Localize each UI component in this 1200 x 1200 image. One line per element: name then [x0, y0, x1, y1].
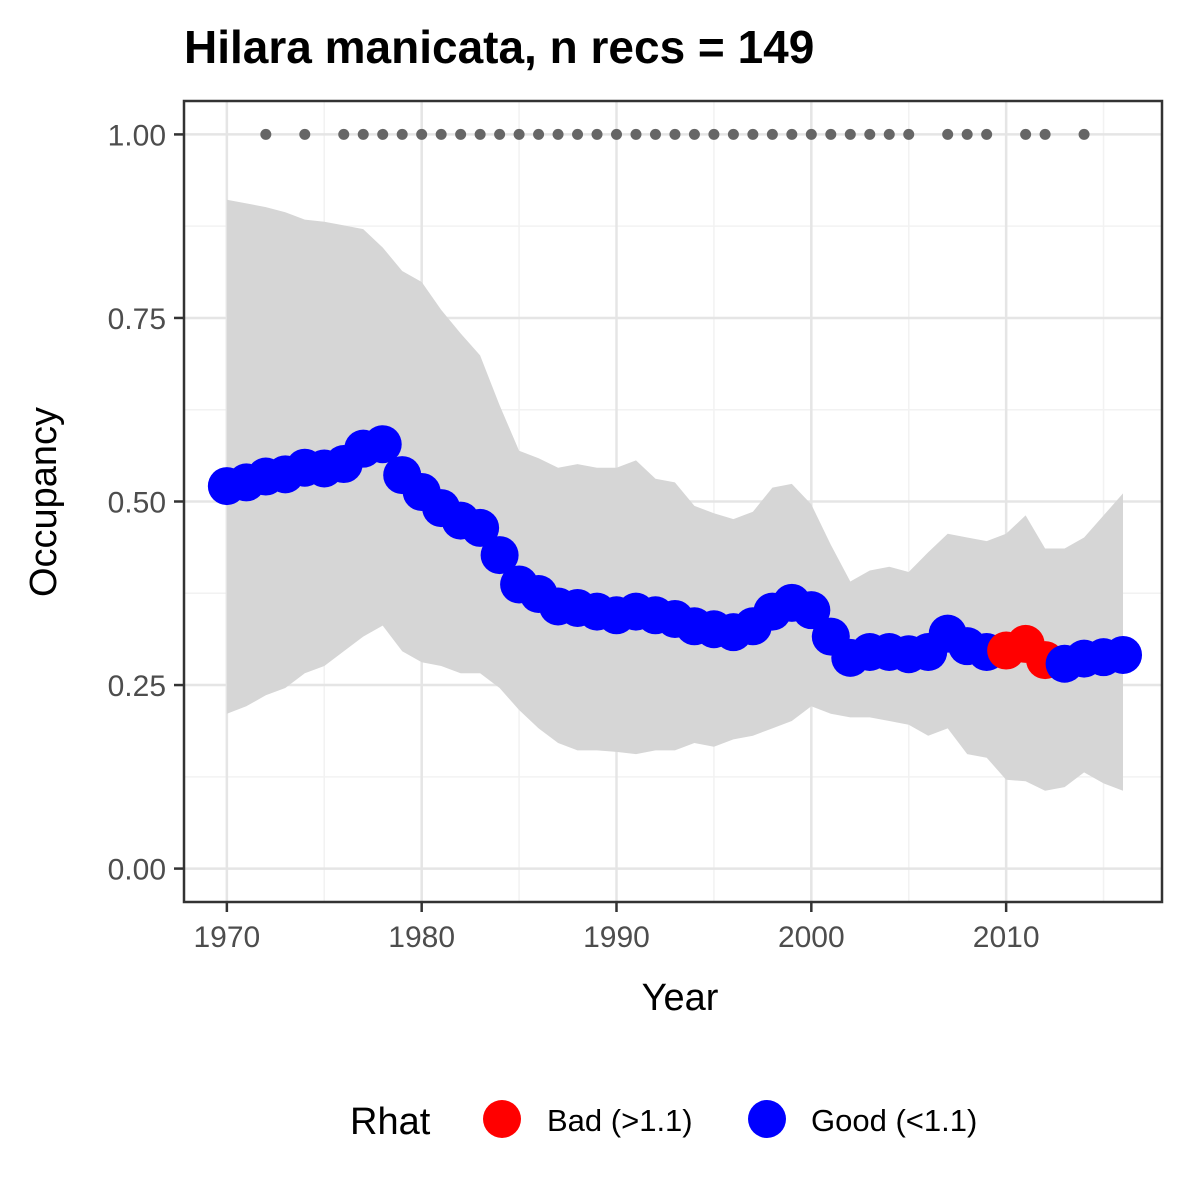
record-point: [533, 128, 545, 140]
record-point: [727, 128, 739, 140]
legend: Rhat Bad (>1.1) Good (<1.1): [350, 1100, 977, 1143]
record-point: [572, 128, 584, 140]
y-tick-label: 0.00: [108, 854, 166, 887]
occupancy-point: [1104, 635, 1143, 674]
x-tick-label: 1970: [193, 921, 260, 954]
y-tick-label: 0.50: [108, 487, 166, 520]
record-point: [766, 128, 778, 140]
record-point: [260, 128, 272, 140]
record-point: [1078, 128, 1090, 140]
record-point: [377, 128, 389, 140]
record-point: [1039, 128, 1051, 140]
x-tick-label: 1990: [583, 921, 650, 954]
occupancy-point: [792, 591, 831, 630]
record-point: [942, 128, 954, 140]
record-point: [825, 128, 837, 140]
y-tick-label: 0.25: [108, 670, 166, 703]
y-tick-label: 1.00: [108, 119, 166, 152]
record-point: [981, 128, 993, 140]
record-point: [903, 128, 915, 140]
record-point: [844, 128, 856, 140]
record-point: [805, 128, 817, 140]
x-tick-label: 2010: [973, 921, 1040, 954]
record-point: [494, 128, 506, 140]
record-point: [416, 128, 428, 140]
record-point: [961, 128, 973, 140]
record-point: [669, 128, 681, 140]
y-axis-title: Occupancy: [23, 407, 65, 597]
record-point: [591, 128, 603, 140]
chart-title: Hilara manicata, n recs = 149: [184, 21, 814, 73]
legend-label-bad: Bad (>1.1): [547, 1103, 693, 1138]
record-point: [688, 128, 700, 140]
record-point: [883, 128, 895, 140]
axes: 1970 1980 1990 2000 2010 0.00 0.25 0.50 0.75 1.00: [108, 119, 1040, 954]
legend-title: Rhat: [350, 1101, 431, 1143]
occupancy-point: [480, 536, 519, 575]
record-point: [708, 128, 720, 140]
credible-interval-layer: [226, 199, 1123, 791]
record-point: [747, 128, 759, 140]
record-point: [396, 128, 408, 140]
record-point: [649, 128, 661, 140]
occupancy-point: [461, 508, 500, 547]
record-point: [786, 128, 798, 140]
record-point: [552, 128, 564, 140]
record-points-layer: [260, 128, 1090, 140]
record-point: [630, 128, 642, 140]
record-point: [338, 128, 350, 140]
record-point: [1020, 128, 1032, 140]
record-point: [864, 128, 876, 140]
occupancy-point: [363, 425, 402, 464]
x-tick-label: 1980: [388, 921, 455, 954]
x-tick-label: 2000: [778, 921, 845, 954]
legend-label-good: Good (<1.1): [811, 1103, 977, 1138]
record-point: [299, 128, 311, 140]
credible-interval-ribbon: [226, 199, 1123, 791]
record-point: [435, 128, 447, 140]
record-point: [611, 128, 623, 140]
record-point: [513, 128, 525, 140]
occupancy-points-layer: [207, 425, 1143, 683]
legend-key-good: [748, 1100, 786, 1138]
y-tick-label: 0.75: [108, 303, 166, 336]
legend-key-bad: [483, 1100, 521, 1138]
record-point: [357, 128, 369, 140]
record-point: [474, 128, 486, 140]
record-point: [455, 128, 467, 140]
x-axis-title: Year: [642, 977, 719, 1019]
